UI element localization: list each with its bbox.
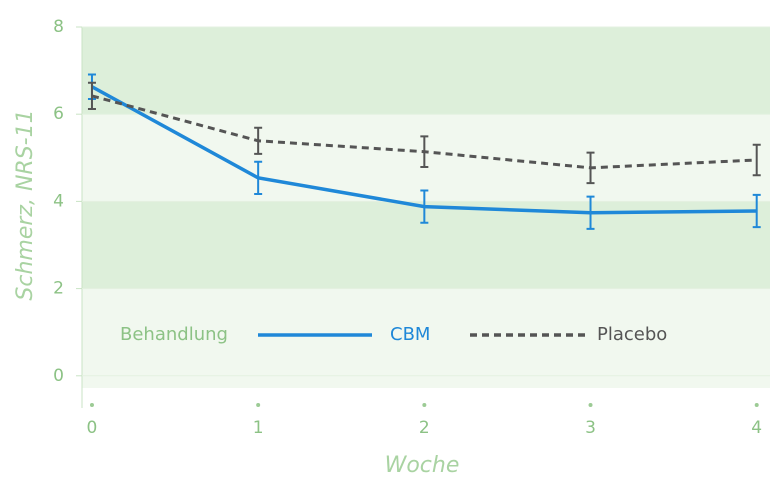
- x-axis-label: Woche: [385, 453, 460, 478]
- x-tick-label: 1: [253, 418, 264, 438]
- error-bar: [87, 81, 96, 110]
- background: [76, 26, 770, 408]
- x-tick-label: 0: [87, 418, 98, 438]
- error-bar: [752, 143, 761, 177]
- error-bar: [254, 126, 263, 155]
- error-bar: [586, 195, 595, 230]
- y-tick-label: 6: [53, 104, 64, 124]
- x-tick: [89, 403, 94, 407]
- x-tick-label: 3: [585, 418, 596, 438]
- legend-label: CBM: [390, 324, 430, 345]
- y-tick-label: 4: [53, 191, 64, 211]
- band: [82, 201, 770, 289]
- y-tick-label: 8: [53, 17, 64, 37]
- error-bar: [254, 160, 263, 195]
- legend-label: Placebo: [597, 324, 667, 345]
- x-tick-label: 2: [419, 418, 430, 438]
- x-tick: [422, 403, 427, 407]
- band: [82, 27, 770, 115]
- y-axis-label: Schmerz, NRS-11: [13, 109, 38, 300]
- error-bar: [586, 151, 595, 185]
- y-tick-label: 0: [53, 366, 64, 386]
- x-tick-label: 4: [751, 418, 762, 438]
- x-tick: [754, 403, 759, 407]
- x-tick: [256, 403, 261, 407]
- error-bar: [420, 135, 429, 168]
- error-bar: [752, 193, 761, 229]
- legend-title: Behandlung: [120, 324, 228, 345]
- error-bar: [420, 189, 429, 224]
- y-tick-label: 2: [53, 279, 64, 299]
- x-tick: [588, 403, 593, 407]
